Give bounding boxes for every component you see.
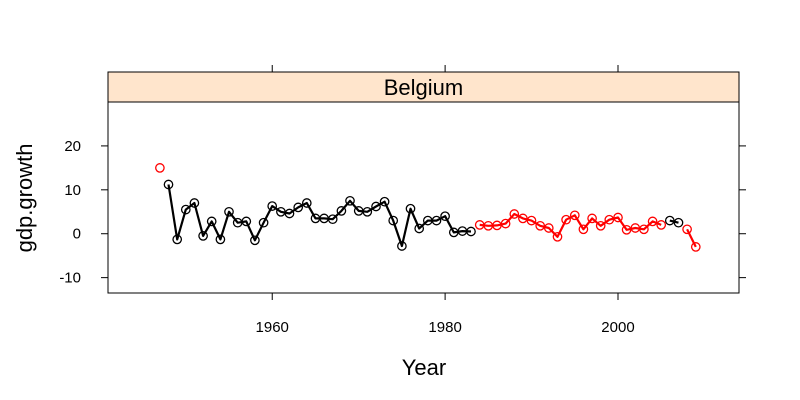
data-point-red-1998	[595, 220, 606, 231]
x-axis: 1960 1980 2000	[256, 65, 635, 336]
data-point-red-1990	[526, 215, 537, 226]
panel-title: Belgium	[384, 75, 463, 100]
data-point-black-1969	[345, 195, 355, 206]
data-point-red-2003	[639, 224, 649, 235]
data-point-red-1988	[509, 209, 520, 219]
data-point-black-1967	[327, 214, 338, 225]
data-point-red-2008	[682, 224, 692, 235]
data-point-black-1957	[241, 216, 252, 227]
data-point-black-1958	[250, 235, 260, 246]
data-point-red-1996	[578, 224, 589, 235]
data-point-black-1963	[293, 202, 304, 213]
y-tick-label-20: 20	[64, 138, 81, 155]
data-point-black-1953	[206, 216, 217, 227]
data-point-red-1999	[604, 214, 615, 225]
plot-panel	[107, 101, 740, 294]
y-tick-label-0: 0	[73, 226, 81, 243]
data-point-black-1959	[258, 217, 269, 228]
data-point-red-2005	[656, 220, 667, 230]
data-point-black-1951	[189, 198, 200, 208]
data-point-black-1955	[224, 206, 234, 217]
x-tick-label-1980: 1980	[428, 319, 461, 336]
data-point-black-1977	[414, 223, 425, 234]
data-point-red-1947	[155, 163, 165, 173]
data-point-black-1983	[466, 226, 476, 237]
data-point-black-1968	[336, 206, 347, 216]
data-point-black-1962	[284, 208, 295, 219]
x-tick-label-1960: 1960	[256, 319, 289, 336]
data-point-red-1997	[587, 213, 597, 224]
series-line-black-0	[167, 184, 472, 248]
data-point-black-1949	[172, 234, 183, 245]
data-point-black-1952	[198, 231, 208, 241]
data-point-black-2007	[673, 217, 684, 228]
y-tick-label-10: 10	[64, 182, 81, 199]
data-point-black-2006	[664, 215, 675, 226]
x-tick-label-2000: 2000	[601, 319, 634, 336]
data-point-red-1994	[561, 214, 571, 225]
data-point-black-1975	[397, 241, 407, 251]
data-point-black-1950	[180, 204, 191, 215]
data-point-black-1973	[379, 196, 390, 207]
data-point-black-1976	[405, 203, 416, 214]
y-tick-label--10: -10	[59, 270, 81, 287]
data-point-black-1972	[371, 201, 381, 212]
y-axis-title: gdp.growth	[12, 144, 37, 253]
strip-background	[107, 71, 740, 103]
data-point-red-1993	[552, 231, 563, 242]
data-point-red-2009	[690, 242, 701, 252]
series-line-red-2	[686, 228, 697, 248]
data-point-black-1979	[431, 215, 442, 226]
data-point-red-1992	[543, 223, 554, 233]
y-axis: -10 0 10 20	[59, 138, 746, 287]
data-point-black-1954	[215, 234, 226, 245]
data-point-red-2004	[647, 216, 658, 227]
series-layer	[155, 163, 701, 252]
data-point-black-1980	[440, 211, 450, 222]
data-point-black-1971	[362, 206, 373, 217]
data-point-black-1960	[267, 201, 278, 211]
data-point-red-1995	[569, 210, 580, 221]
data-point-black-1948	[163, 179, 174, 190]
data-point-red-1991	[535, 220, 546, 231]
data-point-red-2000	[613, 212, 623, 223]
data-point-red-1989	[518, 213, 528, 224]
data-point-red-1987	[500, 218, 511, 229]
data-point-black-1964	[301, 198, 312, 208]
data-point-black-1974	[388, 215, 399, 226]
x-axis-title: Year	[402, 355, 446, 380]
